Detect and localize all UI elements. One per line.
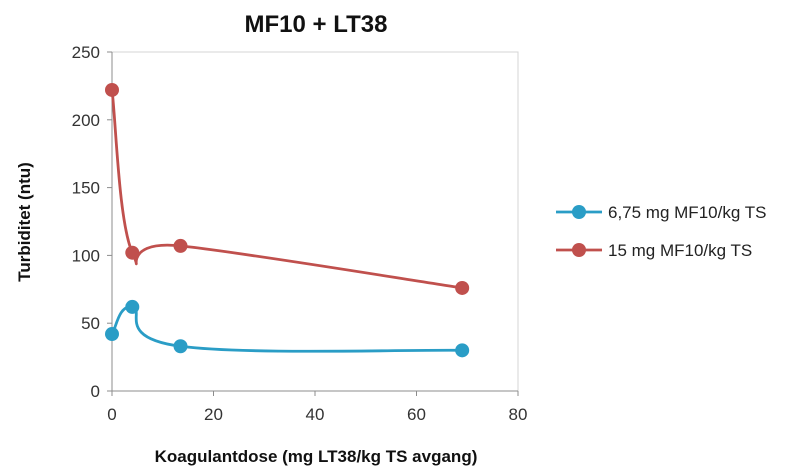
series-1 [105,299,470,358]
data-point [455,280,470,295]
data-point [125,245,140,260]
x-tick-label: 0 [107,405,116,424]
legend-item: 6,75 mg MF10/kg TS [556,203,766,222]
chart-title: MF10 + LT38 [245,11,388,38]
legend-label: 15 mg MF10/kg TS [608,241,752,260]
series-line [110,305,463,353]
y-tick-label: 50 [81,314,100,333]
data-point [125,299,140,314]
series-layer [105,82,470,358]
y-tick-label: 150 [72,179,100,198]
data-point [105,82,119,97]
x-axis-label: Koagulantdose (mg LT38/kg TS avgang) [155,447,478,466]
y-tick-label: 100 [72,246,100,265]
y-tick-label: 0 [91,382,100,401]
y-tick-label: 250 [72,43,100,62]
x-ticks: 0 20 40 60 80 [107,391,527,424]
plot-area [111,51,519,392]
legend-item: 15 mg MF10/kg TS [556,241,752,260]
data-point [173,339,188,354]
y-axis-label: Turbiditet (ntu) [15,162,34,282]
x-tick-label: 20 [204,405,223,424]
data-point [173,238,188,253]
y-tick-label: 200 [72,111,100,130]
series-line [110,89,463,290]
x-tick-label: 80 [509,405,528,424]
x-tick-label: 40 [306,405,325,424]
x-tick-label: 60 [407,405,426,424]
legend-label: 6,75 mg MF10/kg TS [608,203,766,222]
legend-marker [572,243,586,257]
legend: 6,75 mg MF10/kg TS 15 mg MF10/kg TS [556,203,766,260]
data-point [105,327,119,342]
legend-marker [572,205,586,219]
y-ticks: 0 50 100 150 200 250 [72,43,112,401]
data-point [455,343,470,358]
series-2 [105,82,470,295]
